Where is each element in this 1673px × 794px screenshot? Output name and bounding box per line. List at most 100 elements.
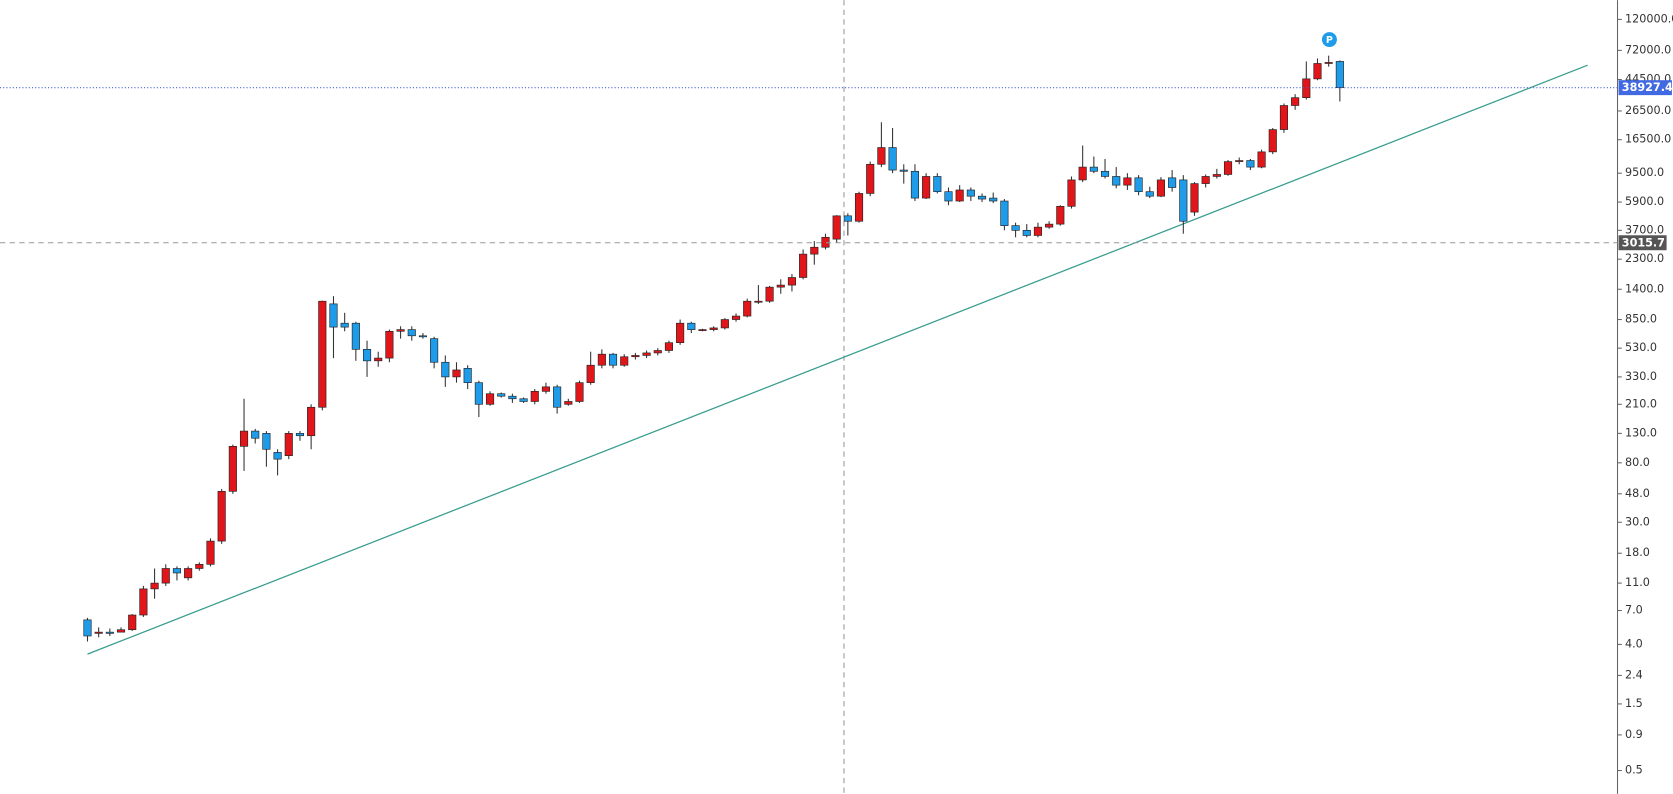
candle-body <box>877 147 886 165</box>
y-tick-label: 0.5 <box>1625 764 1643 777</box>
candle-body <box>709 327 718 330</box>
y-tick-label: 9500.0 <box>1625 166 1664 179</box>
candles <box>83 55 1344 642</box>
candle-body <box>989 197 998 202</box>
candle-body <box>933 176 942 193</box>
candle-body <box>452 369 461 378</box>
candle-body <box>1112 176 1121 186</box>
candle-body <box>430 338 439 363</box>
candle-body <box>698 329 707 331</box>
candle-body <box>575 382 584 402</box>
candle-body <box>799 253 808 278</box>
candle-body <box>1212 174 1221 177</box>
candle-body <box>1067 179 1076 207</box>
candle-body <box>1156 179 1165 197</box>
candle-body <box>653 350 662 354</box>
candle-body <box>843 215 852 222</box>
candle-body <box>83 619 92 637</box>
y-tick-label: 850.0 <box>1625 313 1657 326</box>
y-tick-label: 2.4 <box>1625 668 1643 681</box>
candle-body <box>955 189 964 202</box>
candle-body <box>374 357 383 362</box>
candle-body <box>910 170 919 199</box>
candle-body <box>731 315 741 320</box>
candle-body <box>396 329 405 332</box>
y-tick-label: 80.0 <box>1625 456 1650 469</box>
candle-body <box>1089 166 1098 172</box>
candle-body <box>1313 63 1322 80</box>
candle-body <box>776 284 785 288</box>
last-price-label: 38927.4 <box>1622 81 1673 94</box>
candle-body <box>485 393 495 405</box>
candle-body <box>295 433 304 437</box>
candle-body <box>1268 129 1277 153</box>
y-tick-label: 1.5 <box>1625 697 1643 710</box>
crosshair-price-box <box>1618 235 1667 251</box>
candle-body <box>1279 105 1288 130</box>
candle-body <box>251 430 260 439</box>
candle-body <box>1011 225 1020 231</box>
candle-body <box>754 300 763 303</box>
trendline[interactable] <box>87 64 1588 655</box>
candle-body <box>1033 226 1042 236</box>
candle-body <box>497 393 506 397</box>
candle-body <box>184 568 193 579</box>
candle-body <box>105 631 114 634</box>
candle-body <box>720 319 729 329</box>
marker-icon <box>1321 32 1337 48</box>
y-tick-label: 0.9 <box>1625 728 1643 741</box>
y-tick-label: 5900.0 <box>1625 195 1664 208</box>
candle-body <box>1246 160 1255 168</box>
candle-body <box>318 300 327 408</box>
candle-body <box>441 361 450 378</box>
candle-body <box>944 191 953 202</box>
candle-body <box>597 353 606 366</box>
y-tick-label: 3700.0 <box>1625 223 1664 236</box>
candle-body <box>94 631 103 634</box>
candle-body <box>362 349 372 362</box>
candle-body <box>1145 191 1154 197</box>
candle-body <box>1201 176 1210 184</box>
crosshair-price-label: 3015.7 <box>1622 236 1665 249</box>
candle-body <box>217 490 226 542</box>
candle-body <box>687 322 696 330</box>
candle-body <box>620 356 629 366</box>
candle-body <box>866 163 875 194</box>
candle-body <box>854 193 864 222</box>
candle-body <box>1257 151 1266 168</box>
candle-body <box>787 277 796 286</box>
y-tick-label: 2300.0 <box>1625 252 1664 265</box>
candle-body <box>1168 177 1177 188</box>
candle-body <box>899 169 908 172</box>
candle-body <box>608 353 618 366</box>
candle-body <box>631 355 640 358</box>
candle-body <box>1291 97 1300 106</box>
candle-body <box>541 386 550 392</box>
candle-body <box>564 401 573 405</box>
candle-body <box>262 433 271 450</box>
candle-body <box>228 446 237 492</box>
candle-body <box>172 568 181 574</box>
candle-body <box>1223 161 1233 175</box>
y-tick-label: 18.0 <box>1625 546 1650 559</box>
y-tick-label: 4.0 <box>1625 637 1643 650</box>
candle-body <box>206 540 215 565</box>
candle-body <box>329 303 338 328</box>
candle-body <box>1100 170 1110 177</box>
candle-body <box>351 322 360 350</box>
overlay: 38927.4 3015.7 P <box>0 32 1673 251</box>
candle-body <box>273 452 282 460</box>
candle-body <box>284 433 293 456</box>
y-tick-label: 530.0 <box>1625 341 1657 354</box>
candle-body <box>128 614 137 631</box>
candle-body <box>161 568 170 584</box>
y-tick-label: 7.0 <box>1625 604 1643 617</box>
candle-body <box>385 330 394 359</box>
candle-body <box>966 189 975 197</box>
y-tick-label: 1400.0 <box>1625 282 1664 295</box>
candle-body <box>150 582 159 590</box>
candle-body <box>1134 177 1143 193</box>
candle-body <box>418 335 427 338</box>
